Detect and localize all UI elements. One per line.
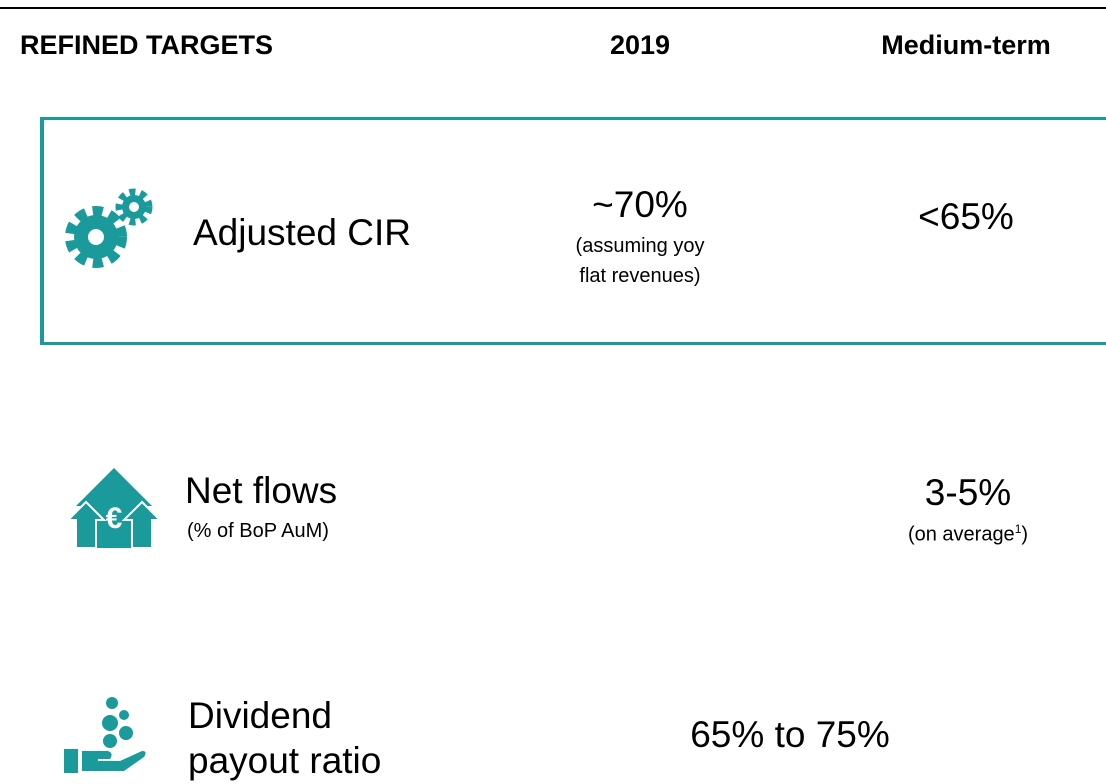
note-2019: flat revenues)	[579, 265, 701, 287]
header-medium: Medium-term	[881, 30, 1051, 60]
value-combined: 65% to 75%	[690, 714, 890, 755]
value-2019: ~70%	[592, 184, 688, 225]
row-sublabel: (% of BoP AuM)	[187, 520, 329, 542]
row-label: Adjusted CIR	[193, 212, 411, 253]
top-rule	[0, 7, 1106, 9]
header-title: REFINED TARGETS	[20, 30, 274, 60]
row-label: Dividend	[188, 695, 332, 736]
footnote-mark: 1	[1014, 522, 1022, 536]
euro-arrows-icon: €	[68, 468, 160, 549]
value-medium: <65%	[918, 196, 1014, 237]
note-text: )	[1021, 523, 1029, 546]
row-label: payout ratio	[188, 740, 382, 781]
highlight-box	[40, 117, 1106, 345]
value-medium: 3-5%	[924, 472, 1012, 513]
gears-icon	[65, 188, 153, 268]
header-2019: 2019	[609, 30, 671, 60]
note-text: (on average	[907, 523, 1015, 546]
row-label: Net flows	[185, 470, 338, 511]
coins-hand-icon	[64, 697, 146, 773]
note-2019: (assuming yoy	[575, 235, 705, 257]
svg-text:€: €	[106, 502, 123, 535]
note-medium: (on average1)	[908, 523, 1028, 545]
